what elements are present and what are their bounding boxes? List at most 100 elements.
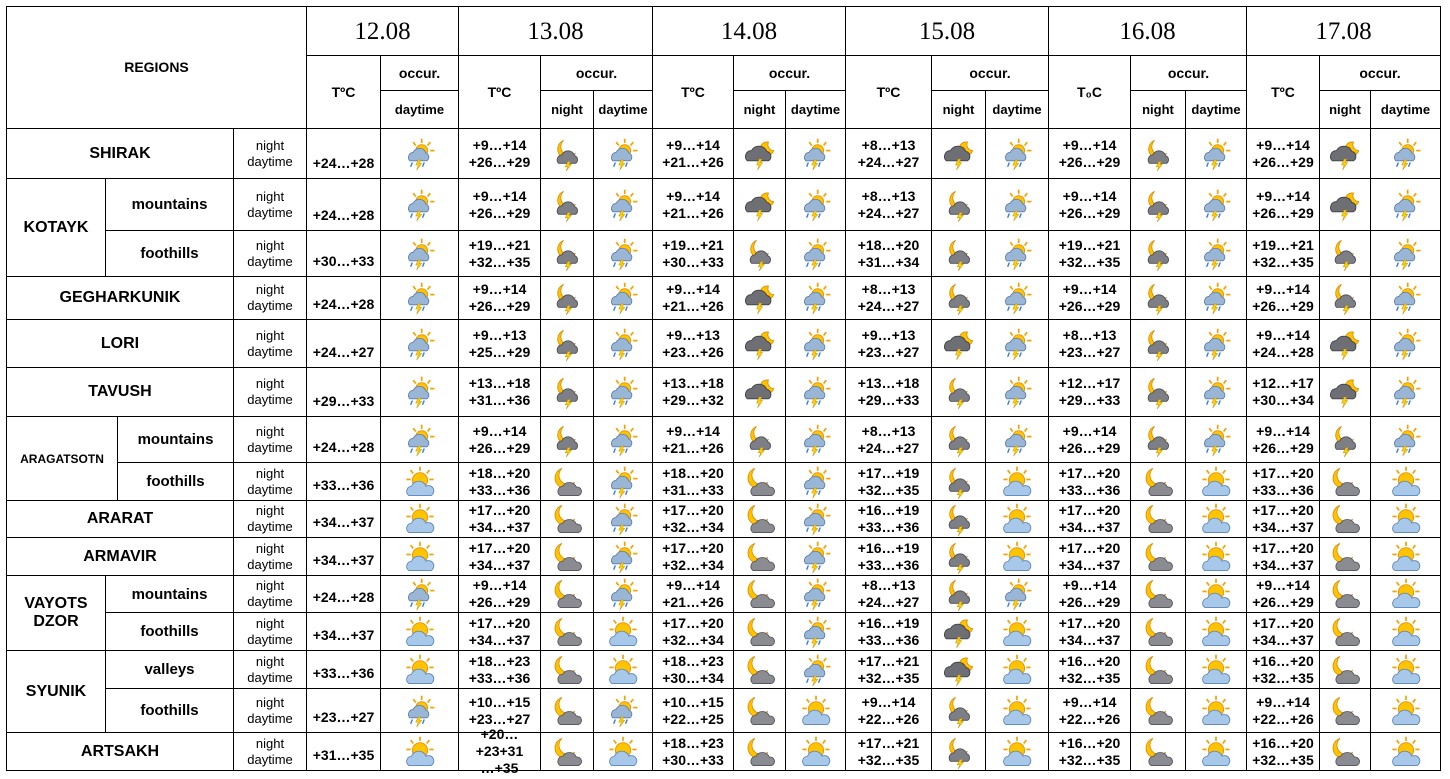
night-temp: +17…+20: [662, 502, 724, 518]
icon-cell: [1319, 575, 1371, 613]
icon-cell: [593, 650, 653, 689]
period-label: daytime: [247, 669, 293, 685]
weather-icon: [1004, 375, 1033, 409]
weather-icon: [1391, 502, 1421, 534]
subregion-cell: valleys: [105, 650, 234, 689]
period-cell: night daytime: [233, 650, 307, 689]
weather-icon: [610, 327, 639, 361]
day-temp: +29…+33: [857, 392, 920, 408]
temp-cell: +9…+14 +26…+29: [1048, 128, 1131, 179]
night-temp: +9…+14: [1256, 577, 1310, 593]
night-temp: +16…+20: [1058, 652, 1121, 669]
region-name: ARAGATSOTN: [20, 451, 104, 466]
night-temp: +9…+14: [472, 422, 527, 439]
day-temp: +26…+29: [1058, 204, 1121, 221]
period-label: daytime: [247, 392, 293, 407]
icon-cell: [931, 650, 986, 689]
weather-icon: [803, 327, 831, 361]
period-label: daytime: [1191, 102, 1241, 117]
weather-icon: [1393, 327, 1421, 361]
icon-cell: [593, 128, 653, 179]
icon-cell: [540, 416, 594, 463]
weather-icon: [1334, 239, 1356, 271]
icon-cell: [1130, 537, 1186, 576]
temp-cell: +9…+14 +21…+26: [652, 416, 734, 463]
t-label: TºC: [876, 83, 901, 100]
temp-cell: +24…+28: [306, 178, 381, 231]
weather-icon: [610, 137, 639, 171]
weather-icon: [1002, 735, 1032, 766]
weather-icon: [1002, 540, 1032, 571]
day-temp: +32…+35: [1252, 751, 1314, 768]
night-temp: +9…+14: [1062, 422, 1117, 439]
weather-icon: [803, 615, 831, 649]
period-cell: night daytime: [233, 367, 307, 417]
day-temp: +24…+28: [1252, 343, 1314, 360]
night-temp: +17…+20: [468, 614, 531, 631]
weather-icon: [1145, 579, 1173, 609]
day-temp: +29…+32: [662, 392, 724, 408]
date-cell: 12.08: [306, 6, 459, 56]
day-temp: +34…+37: [1058, 519, 1121, 535]
icon-cell: [1130, 612, 1186, 651]
night-temp: +16…+20: [1058, 734, 1121, 751]
weather-icon: [1334, 283, 1356, 315]
region-cell: ARARAT: [6, 500, 234, 538]
occur-label: occur.: [969, 64, 1011, 81]
weather-icon: [1203, 237, 1232, 271]
day-temp: +26…+29: [468, 594, 531, 610]
icon-cell: [1185, 128, 1247, 179]
icon-cell: [1130, 319, 1186, 368]
weather-icon: [554, 579, 582, 609]
t-label: TºC: [1271, 83, 1295, 100]
weather-icon: [407, 694, 435, 728]
period-label: daytime: [247, 751, 293, 767]
weather-icon: [1391, 735, 1421, 766]
icon-cell: [733, 319, 786, 368]
icon-cell: [931, 732, 986, 771]
icon-cell: [985, 416, 1049, 463]
icon-cell: [380, 612, 459, 651]
period-label: daytime: [992, 102, 1042, 117]
temp-cell: +19…+21 +30…+33: [652, 230, 734, 277]
region-cell: LORI: [6, 319, 234, 368]
icon-cell: [733, 128, 786, 179]
weather-icon: [1004, 327, 1033, 361]
period-label: night: [255, 540, 285, 556]
icon-cell: [1319, 732, 1371, 771]
day-temp: +24…+27: [857, 439, 920, 456]
night-temp: +17…+20: [468, 502, 531, 518]
icon-cell: [380, 230, 459, 277]
icon-cell: [1185, 462, 1247, 501]
icon-cell: [593, 537, 653, 576]
occur-header: occur.: [1130, 55, 1247, 91]
icon-cell: [380, 650, 459, 689]
night-temp: +9…+14: [1256, 187, 1310, 204]
icon-cell: [785, 128, 846, 179]
icon-cell: [785, 178, 846, 231]
weather-icon: [803, 502, 831, 536]
icon-cell: [380, 462, 459, 501]
icon-cell: [1130, 178, 1186, 231]
day-temp: +32…+35: [857, 481, 920, 498]
icon-cell: [1370, 230, 1441, 277]
date-cell: 14.08: [652, 6, 846, 56]
temp-cell: +13…+18 +29…+32: [652, 367, 734, 417]
day-temp: +31…+33: [662, 481, 724, 498]
night-temp: +9…+14: [1256, 326, 1310, 343]
icon-cell: [380, 367, 459, 417]
icon-cell: [785, 650, 846, 689]
temp-cell: +10…+15 +23…+27: [458, 688, 541, 733]
icon-cell: [785, 276, 846, 320]
period-label: daytime: [598, 102, 648, 117]
weather-icon: [610, 375, 639, 409]
subregion-cell: foothills: [105, 230, 234, 277]
weather-icon: [1145, 737, 1173, 766]
region-name: ARMAVIR: [83, 547, 157, 565]
region-name: LORI: [100, 334, 140, 352]
night-temp: +16…+19: [857, 539, 920, 556]
night-temp: +8…+13: [861, 187, 916, 204]
temp-cell: +8…+13 +24…+27: [845, 276, 932, 320]
region-cell: ARTSAKH: [6, 732, 234, 771]
subregion-name: foothills: [140, 245, 199, 262]
